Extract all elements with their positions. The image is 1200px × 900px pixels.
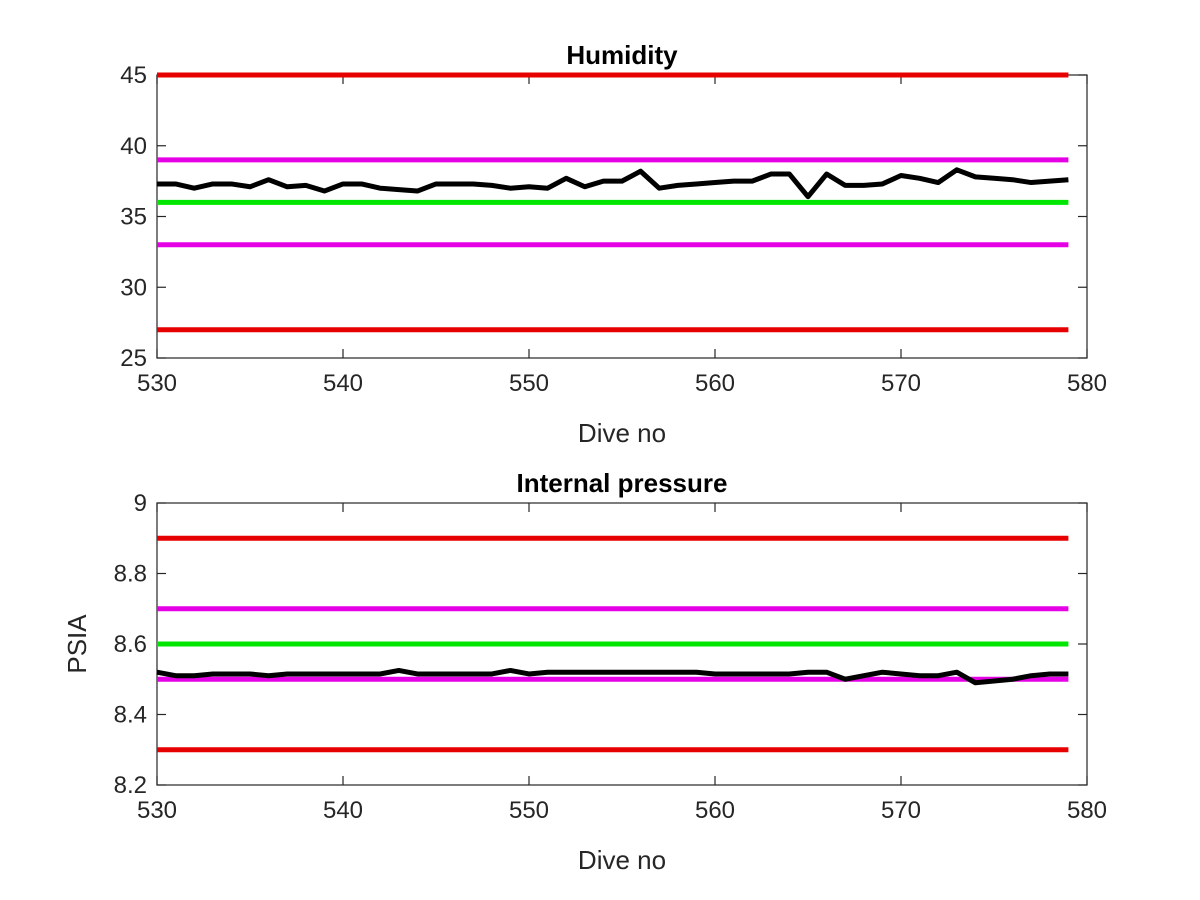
x-tick-label: 550 [509, 370, 549, 397]
x-tick-label: 560 [695, 370, 735, 397]
x-tick-label: 550 [509, 797, 549, 824]
y-tick-label: 40 [120, 133, 147, 160]
data-series-line [156, 667, 1069, 686]
x-axis-label: Dive no [578, 845, 666, 875]
y-tick-label: 30 [120, 274, 147, 301]
y-tick-label: 8.2 [114, 772, 147, 799]
y-tick-label: 9 [134, 490, 147, 517]
x-tick-label: 540 [323, 797, 363, 824]
x-tick-label: 580 [1067, 370, 1107, 397]
y-tick-label: 45 [120, 62, 147, 89]
x-tick-label: 530 [137, 370, 177, 397]
data-series-line [157, 167, 1069, 200]
x-tick-label: 530 [137, 797, 177, 824]
x-tick-label: 560 [695, 797, 735, 824]
y-tick-label: 8.4 [114, 702, 147, 729]
y-tick-label: 25 [120, 345, 147, 372]
x-tick-label: 580 [1067, 797, 1107, 824]
x-tick-label: 570 [881, 797, 921, 824]
chart-panel-2: 530 540 550 560 570 580 8.2 8.4 8.6 8.8 9 Internal … [62, 468, 1107, 875]
chart-title: Humidity [566, 40, 678, 70]
chart-panel-1: 530 540 550 560 570 580 25 30 35 40 45 Humidity Dive… [120, 40, 1107, 448]
y-axis-label: PSIA [62, 614, 92, 674]
x-tick-label: 570 [881, 370, 921, 397]
y-tick-label: 35 [120, 204, 147, 231]
x-tick-label: 540 [323, 370, 363, 397]
y-tick-label: 8.6 [114, 631, 147, 658]
y-tick-label: 8.8 [114, 561, 147, 588]
chart-title: Internal pressure [517, 468, 728, 498]
x-axis-label: Dive no [578, 418, 666, 448]
plot-area [156, 74, 1088, 359]
